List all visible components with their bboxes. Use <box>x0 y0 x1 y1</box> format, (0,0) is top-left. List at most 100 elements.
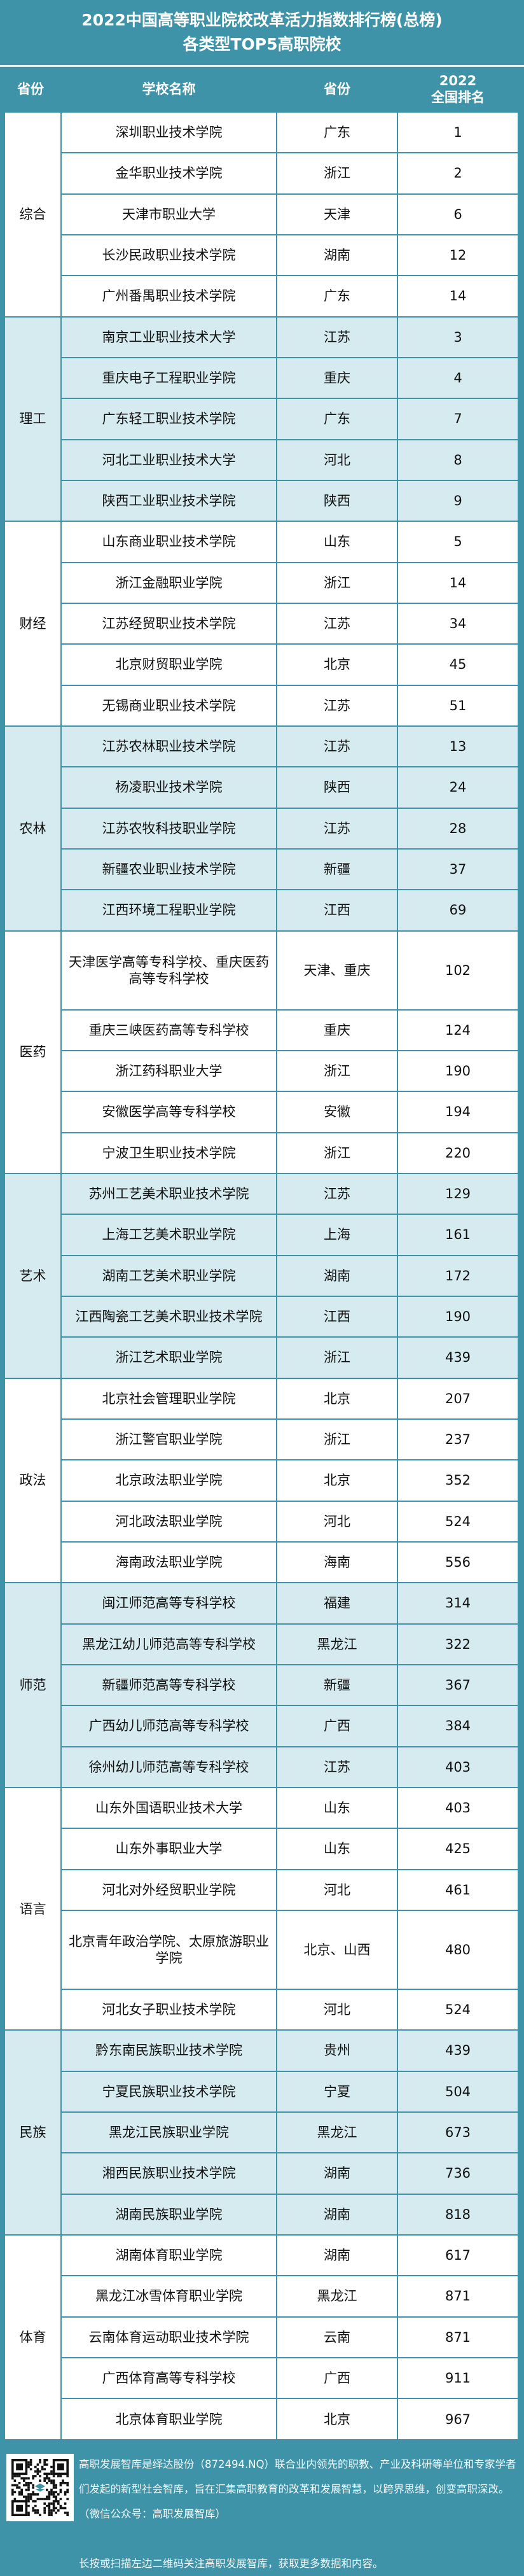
rank-cell: 967 <box>397 2398 519 2440</box>
province-cell: 天津 <box>276 193 398 235</box>
table-row: 政法 北京社会管理职业学院 北京 207 <box>5 1377 519 1584</box>
rank-cell: 461 <box>397 1868 519 1911</box>
school-name-cell: 深圳职业技术学院 <box>60 111 277 154</box>
page-title: 2022中国高等职业院校改革活力指数排行榜(总榜) 各类型TOP5高职院校 <box>0 0 524 65</box>
table-row: 黑龙江民族职业学院 黑龙江 673 <box>5 2111 519 2154</box>
school-name-cell: 黑龙江幼儿师范高等专科学校 <box>60 1623 277 1665</box>
table-row: 云南体育运动职业技术学院 云南 871 <box>5 2316 519 2358</box>
header-school: 学校名称 <box>142 81 196 97</box>
rank-cell: 124 <box>397 1009 519 1051</box>
province-cell: 浙江 <box>276 1131 398 1174</box>
school-name-cell: 河北政法职业学院 <box>60 1500 277 1543</box>
province-cell: 浙江 <box>276 152 398 195</box>
province-cell: 江苏 <box>276 316 398 358</box>
province-cell: 河北 <box>276 1868 398 1911</box>
school-name-cell: 山东商业职业技术学院 <box>60 521 277 563</box>
rank-cell: 45 <box>397 643 519 686</box>
school-name-cell: 湖南体育职业学院 <box>60 2234 277 2277</box>
school-name-cell: 苏州工艺美术职业技术学院 <box>60 1172 277 1215</box>
rank-cell: 322 <box>397 1623 519 1665</box>
province-cell: 北京 <box>276 2398 398 2440</box>
table-row: 陕西工业职业技术学院 陕西 9 <box>5 479 519 522</box>
province-cell: 广东 <box>276 275 398 318</box>
province-cell: 江苏 <box>276 684 398 727</box>
rank-cell: 439 <box>397 2029 519 2072</box>
school-name-cell: 广东轻工职业技术学院 <box>60 398 277 440</box>
table-row: 徐州幼儿师范高等专科学校 江苏 403 <box>5 1746 519 1788</box>
rank-cell: 102 <box>397 930 519 1011</box>
school-name-cell: 湖南民族职业学院 <box>60 2193 277 2236</box>
rank-cell: 12 <box>397 234 519 277</box>
rank-cell: 524 <box>397 1988 519 2031</box>
header-rank-year: 2022 <box>439 73 477 88</box>
rank-cell: 367 <box>397 1663 519 1707</box>
province-cell: 江苏 <box>276 1746 398 1788</box>
table-row: 北京青年政治学院、太原旅游职业学院 北京、山西 480 <box>5 1909 519 1990</box>
province-cell: 山东 <box>276 1828 398 1870</box>
table-row: 浙江药科职业大学 浙江 190 <box>5 1049 519 1093</box>
school-name-cell: 新疆农业职业技术学院 <box>60 848 277 891</box>
province-cell: 江西 <box>276 1295 398 1338</box>
rank-cell: 736 <box>397 2152 519 2195</box>
rank-cell: 403 <box>397 1746 519 1788</box>
rank-cell: 818 <box>397 2193 519 2236</box>
school-name-cell: 重庆三峡医药高等专科学校 <box>60 1009 277 1051</box>
table-row: 江苏经贸职业技术学院 江苏 34 <box>5 602 519 645</box>
table-row: 河北工业职业技术大学 河北 8 <box>5 438 519 481</box>
school-name-cell: 云南体育运动职业技术学院 <box>60 2316 277 2358</box>
school-name-cell: 徐州幼儿师范高等专科学校 <box>60 1746 277 1788</box>
province-cell: 浙江 <box>276 1049 398 1093</box>
school-name-cell: 宁夏民族职业技术学院 <box>60 2070 277 2113</box>
rank-cell: 6 <box>397 193 519 235</box>
table-header: 省份 学校名称 省份 2022 全国排名 <box>0 67 524 111</box>
school-name-cell: 广西幼儿师范高等专科学校 <box>60 1705 277 1747</box>
table-row: 综合 深圳职业技术学院 广东 1 <box>5 111 519 318</box>
category-cell: 艺术 <box>5 1172 62 1379</box>
footer-text: 高职发展智库是绎达股份（872494.NQ）联合业内领先的职教、产业及科研等单位… <box>79 2452 519 2576</box>
table-row: 河北女子职业技术学院 河北 524 <box>5 1988 519 2031</box>
title-line-2: 各类型TOP5高职院校 <box>183 35 341 53</box>
province-cell: 宁夏 <box>276 2070 398 2113</box>
province-cell: 黑龙江 <box>276 2111 398 2154</box>
school-name-cell: 杨凌职业技术学院 <box>60 766 277 809</box>
province-cell: 湖南 <box>276 234 398 277</box>
rank-cell: 871 <box>397 2316 519 2358</box>
category-cell: 财经 <box>5 521 62 727</box>
school-name-cell: 重庆电子工程职业学院 <box>60 356 277 400</box>
school-name-cell: 无锡商业职业技术学院 <box>60 684 277 727</box>
school-name-cell: 安徽医学高等专科学校 <box>60 1091 277 1133</box>
category-cell: 师范 <box>5 1582 62 1788</box>
table-row: 语言 山东外国语职业技术大学 山东 403 <box>5 1786 519 2031</box>
school-name-cell: 湖南工艺美术职业学院 <box>60 1254 277 1297</box>
rank-cell: 190 <box>397 1295 519 1338</box>
table-row: 广西体育高等专科学校 广西 911 <box>5 2356 519 2400</box>
table-row: 无锡商业职业技术学院 江苏 51 <box>5 684 519 727</box>
school-name-cell: 北京社会管理职业学院 <box>60 1377 277 1420</box>
header-rank: 2022 全国排名 <box>397 67 518 111</box>
rank-cell: 7 <box>397 398 519 440</box>
qr-code[interactable] <box>6 2454 74 2521</box>
school-name-cell: 河北女子职业技术学院 <box>60 1988 277 2031</box>
school-name-cell: 广西体育高等专科学校 <box>60 2356 277 2400</box>
rank-cell: 673 <box>397 2111 519 2154</box>
table-row: 体育 湖南体育职业学院 湖南 617 <box>5 2234 519 2441</box>
school-name-cell: 湘西民族职业技术学院 <box>60 2152 277 2195</box>
rank-cell: 172 <box>397 1254 519 1297</box>
province-cell: 湖南 <box>276 2193 398 2236</box>
category-cell: 体育 <box>5 2234 62 2441</box>
school-name-cell: 山东外事职业大学 <box>60 1828 277 1870</box>
province-cell: 广东 <box>276 111 398 154</box>
table-row: 河北对外经贸职业学院 河北 461 <box>5 1868 519 1911</box>
school-name-cell: 北京政法职业学院 <box>60 1459 277 1502</box>
school-name-cell: 江西环境工程职业学院 <box>60 889 277 932</box>
province-cell: 湖南 <box>276 2152 398 2195</box>
province-cell: 湖南 <box>276 2234 398 2277</box>
category-cell: 政法 <box>5 1377 62 1584</box>
table-row: 重庆电子工程职业学院 重庆 4 <box>5 356 519 400</box>
rank-cell: 14 <box>397 561 519 604</box>
rank-cell: 2 <box>397 152 519 195</box>
category-cell: 医药 <box>5 930 62 1174</box>
table-row: 江西环境工程职业学院 江西 69 <box>5 889 519 932</box>
rank-cell: 439 <box>397 1336 519 1379</box>
table-row: 财经 山东商业职业技术学院 山东 5 <box>5 521 519 727</box>
